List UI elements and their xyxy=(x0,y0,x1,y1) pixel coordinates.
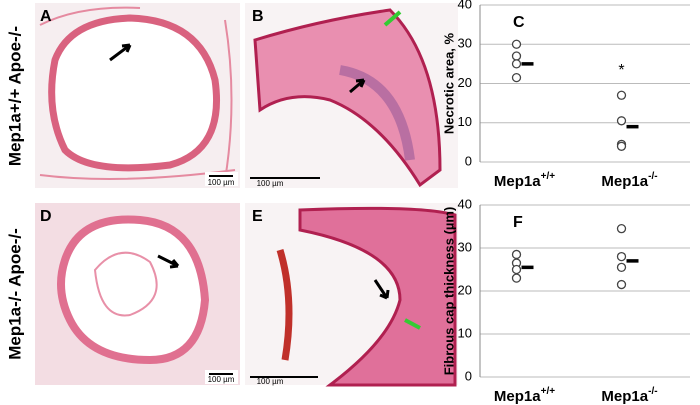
histology-e xyxy=(245,203,458,387)
data-point xyxy=(616,141,627,151)
data-point xyxy=(616,251,627,262)
data-point xyxy=(511,51,522,61)
row-label: Mep1a-/- Apoe-/- xyxy=(5,228,24,360)
scale-bar-label: 100 µm xyxy=(257,377,284,386)
x-tick-label: Mep1a-/- xyxy=(601,171,657,190)
data-point xyxy=(511,264,522,275)
data-point xyxy=(511,273,522,283)
y-tick-label: 0 xyxy=(465,153,472,168)
histology-d xyxy=(35,203,240,385)
y-tick-label: 30 xyxy=(458,239,472,254)
y-tick-label: 10 xyxy=(458,325,472,340)
y-axis-label: Necrotic area, % xyxy=(441,32,456,134)
histology-b xyxy=(245,3,458,188)
row-label: Mep1a+/+ Apoe-/- xyxy=(5,26,24,166)
histology-a xyxy=(35,3,240,188)
data-point xyxy=(616,279,627,290)
panel-letter: C xyxy=(513,14,525,31)
data-point xyxy=(616,223,627,234)
x-tick-label: Mep1a+/+ xyxy=(494,171,555,190)
y-tick-label: 20 xyxy=(458,75,472,90)
data-point xyxy=(511,249,522,260)
y-tick-label: 10 xyxy=(458,114,472,129)
panel-letter: F xyxy=(513,214,523,231)
scale-bar-label: 100 µm xyxy=(208,375,235,384)
x-tick-label: Mep1a+/+ xyxy=(494,386,555,405)
y-tick-label: 40 xyxy=(458,196,472,211)
x-tick-label: Mep1a-/- xyxy=(601,386,657,405)
y-tick-label: 30 xyxy=(458,36,472,51)
y-tick-label: 40 xyxy=(458,0,472,11)
panel-letter: B xyxy=(252,8,264,25)
y-axis-label: Fibrous cap thickness (µm) xyxy=(441,207,456,376)
data-point xyxy=(616,116,627,126)
significance-mark: * xyxy=(618,62,624,79)
scale-bar-label: 100 µm xyxy=(208,178,235,187)
data-point xyxy=(511,39,522,49)
panel-letter: A xyxy=(40,8,52,25)
scale-bar-label: 100 µm xyxy=(257,179,284,188)
data-point xyxy=(616,262,627,273)
y-tick-label: 20 xyxy=(458,282,472,297)
data-point xyxy=(511,59,522,69)
panel-letter: E xyxy=(252,208,263,225)
data-point xyxy=(511,72,522,83)
y-tick-label: 0 xyxy=(465,368,472,383)
panel-letter: D xyxy=(40,208,52,225)
data-point xyxy=(616,90,627,100)
